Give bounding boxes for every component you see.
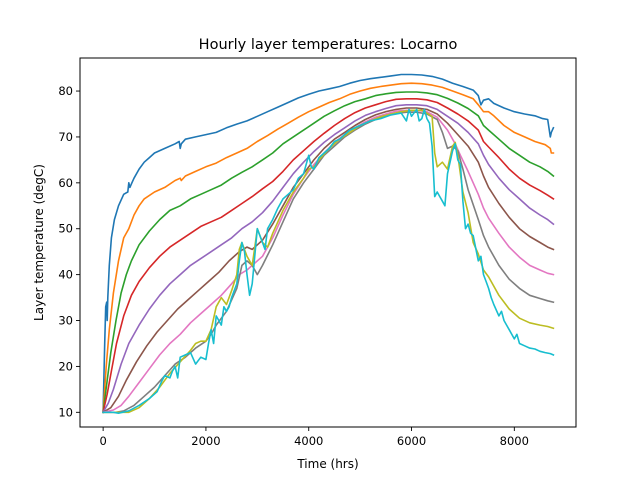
series-line-2 <box>102 82 555 414</box>
y-tick-label: 60 <box>58 176 73 190</box>
y-axis: 10 20 30 40 50 60 70 80 <box>58 84 80 419</box>
y-tick-label: 50 <box>58 222 73 236</box>
series-line-6 <box>102 107 555 414</box>
series-line-8 <box>102 111 555 414</box>
series-line-1 <box>102 73 555 414</box>
x-axis-label: Time (hrs) <box>296 457 358 471</box>
y-tick-label: 30 <box>58 314 73 328</box>
plot-lines <box>102 73 555 414</box>
series-line-5 <box>102 104 555 414</box>
chart-title: Hourly layer temperatures: Locarno <box>199 37 458 53</box>
y-tick-label: 20 <box>58 359 73 373</box>
axes-frame <box>79 57 577 428</box>
y-axis-label: Layer temperature (degC) <box>32 164 46 321</box>
y-tick-label: 10 <box>58 405 73 419</box>
x-axis: 0 2000 4000 6000 8000 <box>99 427 529 448</box>
x-tick-label: 6000 <box>397 434 426 448</box>
y-tick-label: 40 <box>58 268 73 282</box>
y-tick-label: 80 <box>58 84 73 98</box>
series-line-10 <box>102 108 555 414</box>
x-tick-label: 4000 <box>294 434 323 448</box>
y-tick-label: 70 <box>58 130 73 144</box>
x-tick-label: 2000 <box>191 434 220 448</box>
series-line-3 <box>102 91 555 414</box>
x-tick-label: 0 <box>99 434 106 448</box>
series-line-4 <box>102 98 555 414</box>
series-line-9 <box>102 109 555 414</box>
x-tick-label: 8000 <box>500 434 529 448</box>
